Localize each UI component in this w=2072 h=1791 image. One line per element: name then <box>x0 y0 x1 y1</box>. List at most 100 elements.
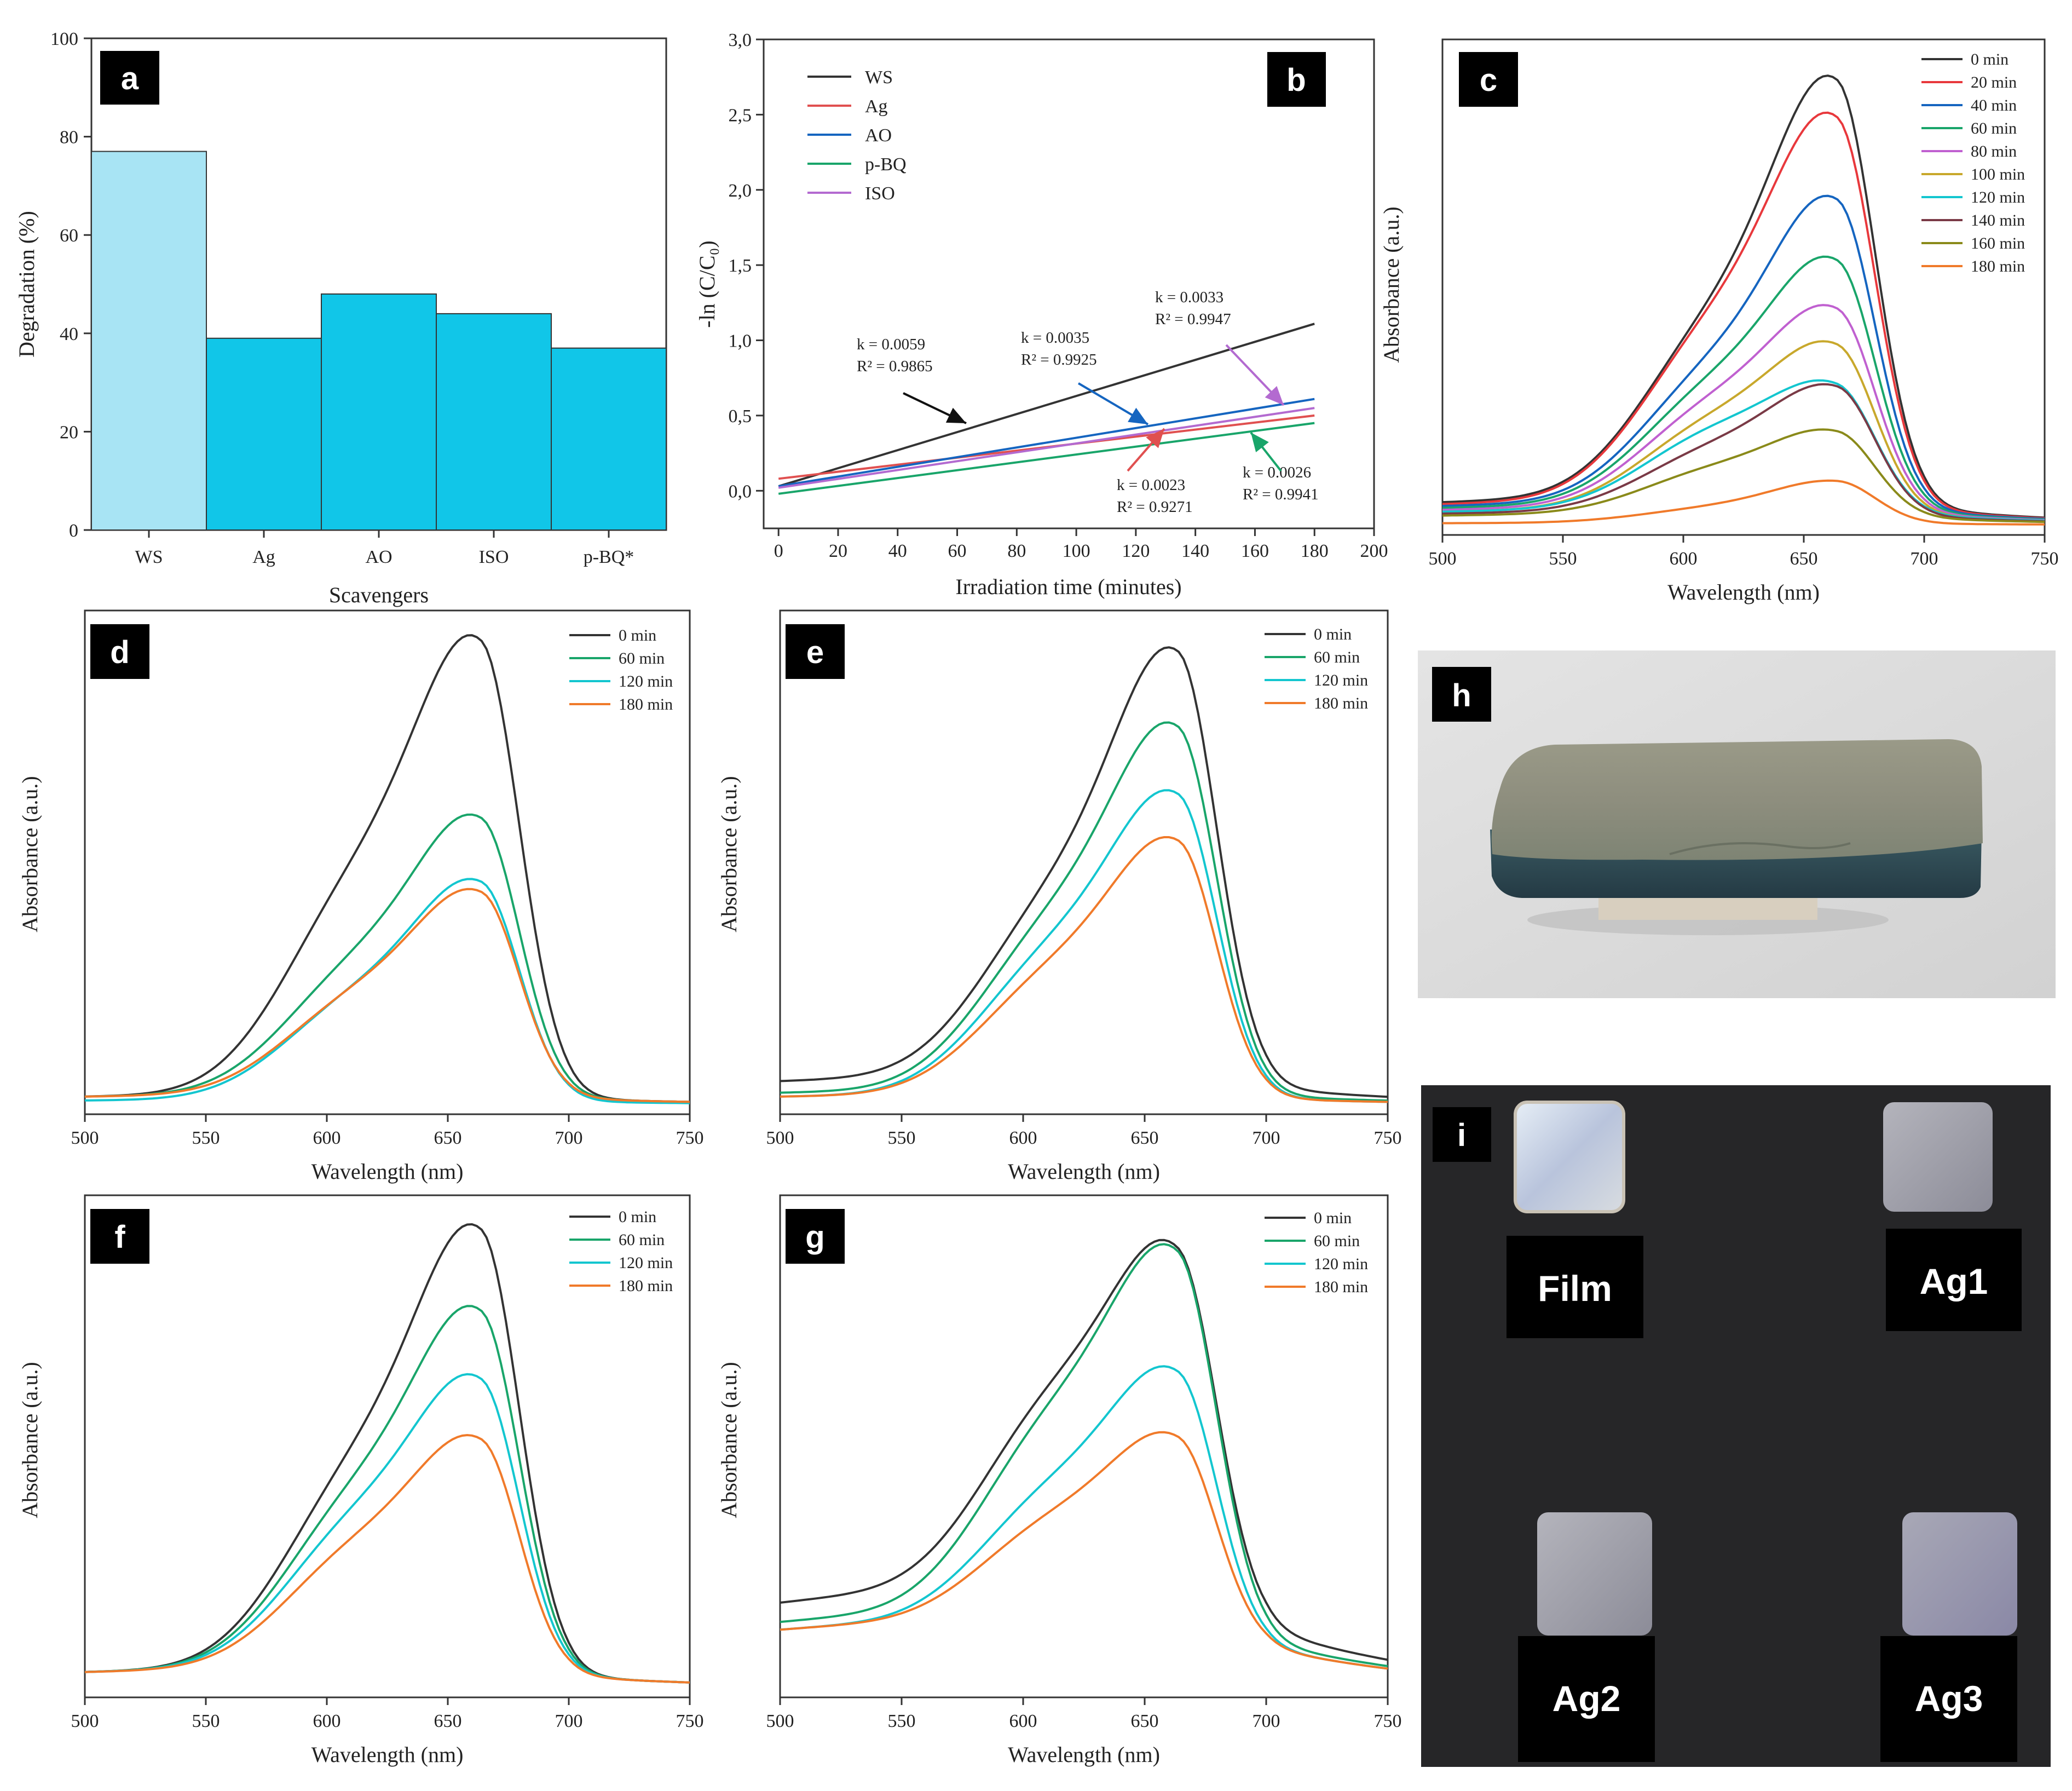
sample-label-ag3: Ag3 <box>1915 1678 1983 1719</box>
legend-label-f-180-min: 180 min <box>619 1277 673 1295</box>
legend-label-ag: Ag <box>865 96 888 117</box>
plot-frame-f <box>84 1194 691 1698</box>
panel-label-f-box <box>90 1209 149 1264</box>
legend-label-iso: ISO <box>865 183 895 204</box>
x-tick-label-b-0: 0 <box>774 541 783 561</box>
bar-ao <box>321 293 437 531</box>
bar-ws <box>91 151 207 531</box>
x-tick-label-g-700: 700 <box>1253 1711 1280 1731</box>
panel-label-i-box <box>1433 1107 1491 1162</box>
x-tick-label-c-500: 500 <box>1429 549 1457 569</box>
legend-label-ws: WS <box>865 67 893 88</box>
x-tick-label-e-650: 650 <box>1131 1128 1159 1148</box>
annotation-k-ao: k = 0.0035 <box>1021 329 1089 347</box>
y-tick-label-b-0-0: 0,0 <box>729 481 752 502</box>
x-tick-label-d-600: 600 <box>313 1128 341 1148</box>
annotation-r2-p-bq: R² = 0.9941 <box>1243 486 1319 503</box>
x-tick-label-b-140: 140 <box>1181 541 1209 561</box>
panel-label-a: a <box>121 61 139 96</box>
sample-label-film: Film <box>1538 1268 1612 1309</box>
panel-label-h: h <box>1452 678 1471 713</box>
annotation-r2-iso: R² = 0.9947 <box>1155 310 1231 328</box>
x-tick-label-e-500: 500 <box>766 1128 794 1148</box>
x-tick-label-c-600: 600 <box>1670 549 1698 569</box>
panel-label-b: b <box>1286 62 1306 98</box>
spectrum-c-0-min <box>1442 74 2045 519</box>
panel-c: 500 550 600 650 700 750 0 min 20 min 40 min 60 mi… <box>1379 38 2059 604</box>
plot-frame-b <box>763 38 1375 529</box>
plot-frame-e <box>779 609 1389 1115</box>
legend-label-d-60-min: 60 min <box>619 649 665 667</box>
lines-b <box>778 323 1315 495</box>
x-axis-title-b: Irradiation time (minutes) <box>955 574 1181 599</box>
legend-label-c-20-min: 20 min <box>1971 73 2017 91</box>
x-tick-label-f-650: 650 <box>434 1711 462 1731</box>
bar-ag <box>206 337 322 531</box>
x-axis-title-e: Wavelength (nm) <box>1008 1159 1160 1184</box>
x-tick-label-b-120: 120 <box>1122 541 1150 561</box>
panel-label-a-box <box>100 51 159 105</box>
x-tick-label-e-700: 700 <box>1253 1128 1280 1148</box>
legend-label-p-bq: p-BQ <box>865 154 907 175</box>
yticks-a: 0 20 40 60 80 100 <box>50 29 91 541</box>
x-tick-label-d-550: 550 <box>192 1128 220 1148</box>
x-tick-label-ws: WS <box>135 547 163 567</box>
panel-label-h-box <box>1432 667 1491 722</box>
x-tick-label-g-550: 550 <box>888 1711 916 1731</box>
legend-label-c-0-min: 0 min <box>1971 50 2008 68</box>
sample-label-ag2: Ag2 <box>1552 1678 1621 1719</box>
legend-label-e-120-min: 120 min <box>1314 671 1368 689</box>
legend-label-g-120-min: 120 min <box>1314 1255 1368 1273</box>
panel-label-b-box <box>1267 52 1326 107</box>
legend-label-ao: AO <box>865 125 892 146</box>
x-tick-label-b-200: 200 <box>1360 541 1388 561</box>
spectrum-c-140-min <box>1442 383 2045 523</box>
yticks-b: 0,0 0,5 1,0 1,5 2,0 2,5 3,0 <box>729 30 764 502</box>
y-tick-label-0: 0 <box>69 521 78 541</box>
y-tick-label-b-0-5: 0,5 <box>729 406 752 427</box>
x-tick-label-e-550: 550 <box>888 1128 916 1148</box>
annotation-arrow-head-p-bq <box>1251 433 1269 453</box>
plot-frame-c <box>1441 38 2046 536</box>
x-tick-label-b-60: 60 <box>948 541 967 561</box>
y-axis-title-g: Absorbance (a.u.) <box>717 1362 741 1518</box>
sample-film-tile <box>1514 1101 1625 1213</box>
spectrum-e-180-min <box>780 836 1388 1103</box>
spectrum-g-60-min <box>780 1243 1388 1667</box>
x-axis-title-a: Scavengers <box>329 583 429 607</box>
spectrum-f-60-min <box>84 1305 690 1684</box>
x-tick-label-g-750: 750 <box>1374 1711 1402 1731</box>
x-tick-label-b-100: 100 <box>1063 541 1090 561</box>
x-tick-label-f-750: 750 <box>676 1711 704 1731</box>
legend-label-c-80-min: 80 min <box>1971 142 2017 160</box>
spectrum-c-120-min <box>1442 379 2045 522</box>
sample-label-ag1-box <box>1886 1229 2022 1331</box>
x-tick-label-c-700: 700 <box>1911 549 1938 569</box>
annotations-b: k = 0.0059 R² = 0.9865 k = 0.0035 R² = 0.99… <box>857 289 1319 516</box>
y-axis-title-a: Degradation (%) <box>14 211 39 358</box>
spectrum-f-180-min <box>84 1433 690 1684</box>
annotation-arrow-head-ag <box>1146 429 1164 448</box>
y-axis-title-c: Absorbance (a.u.) <box>1379 206 1404 362</box>
sample-ag2-tile <box>1537 1512 1652 1635</box>
x-tick-label-e-750: 750 <box>1374 1128 1402 1148</box>
y-axis-title-e: Absorbance (a.u.) <box>717 776 741 932</box>
legend-label-c-180-min: 180 min <box>1971 257 2025 275</box>
xticks-a: WS Ag AO ISO p-BQ* <box>135 530 634 567</box>
legend-label-d-180-min: 180 min <box>619 695 673 713</box>
spectrum-d-180-min <box>84 888 690 1103</box>
spectrum-e-120-min <box>780 789 1388 1103</box>
panel-label-e-box <box>786 624 845 679</box>
y-axis-title-b: -ln (C/C₀) <box>695 240 719 328</box>
x-tick-label-f-700: 700 <box>555 1711 583 1731</box>
spectrum-g-0-min <box>780 1239 1388 1661</box>
spectrum-g-180-min <box>780 1431 1388 1670</box>
y-tick-label-b-1-5: 1,5 <box>729 256 752 276</box>
spectrum-c-80-min <box>1442 304 2045 521</box>
y-tick-label-b-1-0: 1,0 <box>729 331 752 352</box>
xticks-b: 0 20 40 60 80 100 120 140 160 180 200 <box>774 528 1388 561</box>
x-tick-label-b-80: 80 <box>1007 541 1026 561</box>
annotation-r2-ao: R² = 0.9925 <box>1021 351 1097 368</box>
panel-i-photo: i Film Ag1 Ag2 Ag3 <box>1421 1085 2051 1767</box>
panel-label-f: f <box>114 1219 125 1255</box>
